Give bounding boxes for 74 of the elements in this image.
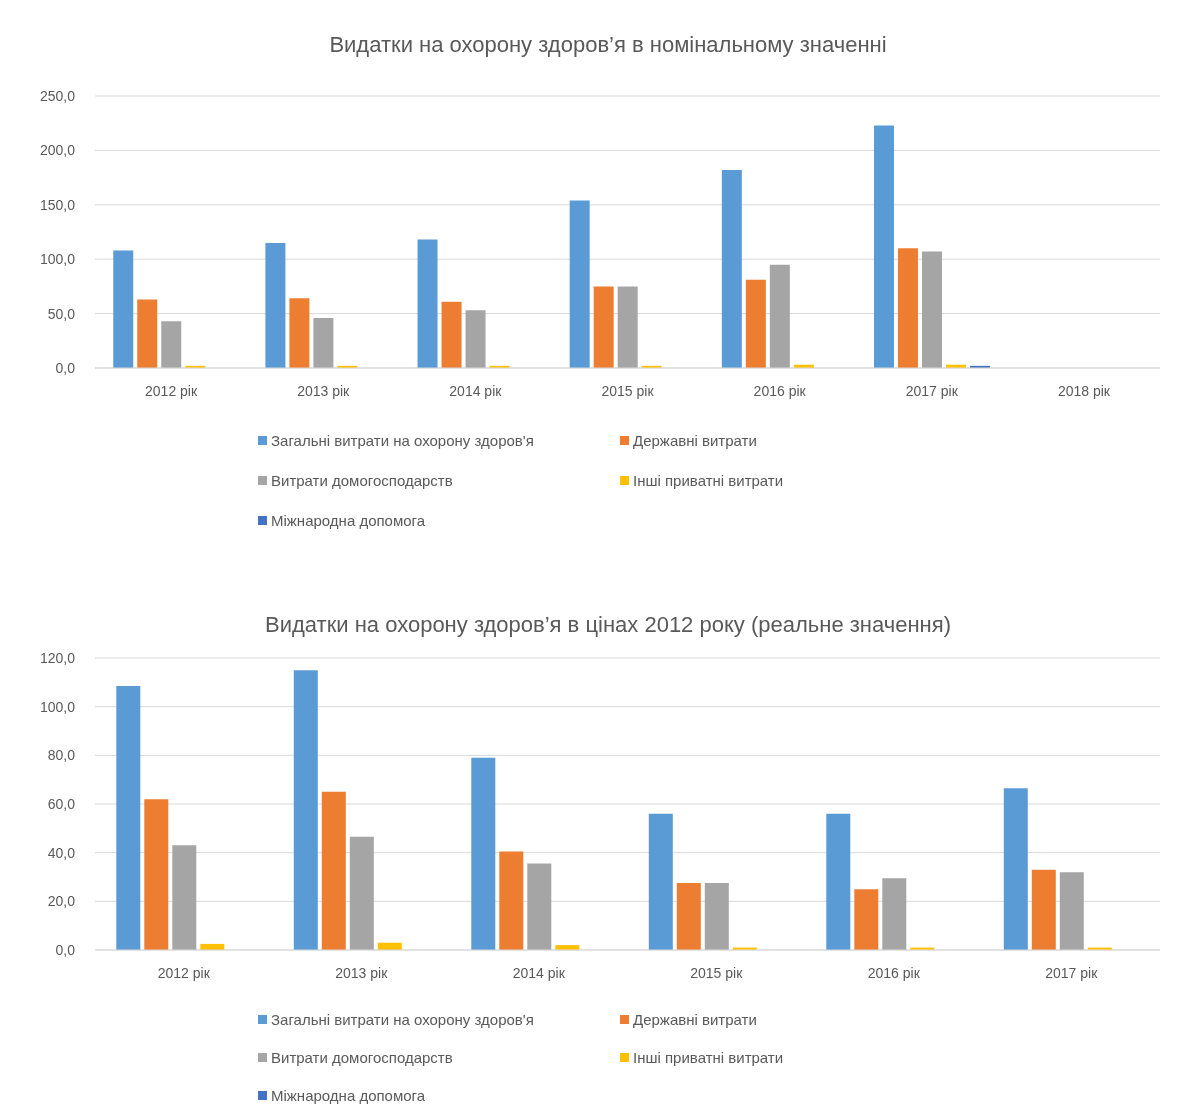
legend-label: Державні витрати	[633, 1010, 757, 1028]
y-tick-label: 60,0	[47, 795, 76, 812]
bar	[144, 799, 169, 950]
bar	[897, 248, 918, 368]
bar	[116, 685, 141, 950]
bar	[527, 863, 552, 950]
y-tick-label: 150,0	[39, 196, 76, 213]
bar	[593, 286, 614, 368]
y-tick-label: 40,0	[47, 844, 76, 861]
chart-title: Видатки на охорону здоров’я в цінах 2012 року (реальне значення)	[264, 611, 952, 639]
bar	[704, 883, 729, 950]
bar	[854, 889, 879, 950]
bar	[417, 239, 438, 368]
bar	[921, 251, 942, 368]
bar	[113, 250, 134, 368]
bar	[826, 813, 851, 950]
bar	[648, 813, 673, 950]
bar	[882, 878, 907, 950]
y-tick-label: 200,0	[39, 142, 76, 159]
bar	[172, 845, 197, 950]
legend-label: Витрати домогосподарств	[271, 1048, 453, 1066]
y-tick-label: 50,0	[47, 305, 76, 322]
bar	[499, 851, 524, 950]
x-tick-label: 2013 рік	[297, 382, 351, 399]
x-tick-label: 2012 рік	[145, 382, 198, 399]
legend-label: Загальні витрати на охорону здоров'я	[271, 431, 534, 449]
bar	[745, 279, 766, 368]
y-tick-label: 0,0	[55, 941, 76, 958]
bar	[1059, 872, 1084, 950]
bar	[441, 301, 462, 368]
chart-title: Видатки на охорону здоров’я в номінальному значенні	[328, 31, 888, 59]
bar	[293, 670, 318, 950]
x-tick-label: 2016 рік	[867, 964, 921, 981]
bar	[137, 299, 158, 368]
bar	[1003, 788, 1028, 950]
bar	[321, 791, 346, 950]
legend-label: Загальні витрати на охорону здоров'я	[271, 1010, 534, 1028]
x-tick-label: 2014 рік	[512, 964, 566, 981]
bar	[617, 286, 638, 368]
x-tick-label: 2017 рік	[1045, 964, 1099, 981]
bar	[1031, 869, 1056, 950]
bar	[313, 317, 334, 368]
y-tick-label: 80,0	[47, 747, 76, 764]
legend-label: Інші приватні витрати	[633, 1048, 784, 1066]
x-tick-label: 2017 рік	[905, 382, 959, 399]
bar	[873, 125, 894, 368]
legend-label: Державні витрати	[633, 431, 757, 449]
legend-label: Міжнародна допомога	[271, 511, 426, 529]
x-tick-label: 2015 рік	[690, 964, 744, 981]
bar	[349, 836, 374, 950]
bar	[471, 757, 496, 950]
legend-label: Витрати домогосподарств	[271, 471, 453, 489]
x-tick-label: 2013 рік	[335, 964, 389, 981]
bar	[161, 321, 182, 368]
x-tick-label: 2012 рік	[157, 964, 211, 981]
x-tick-label: 2018 рік	[1057, 382, 1111, 399]
legend-label: Інші приватні витрати	[633, 471, 784, 489]
bar	[676, 883, 701, 950]
x-tick-label: 2016 рік	[753, 382, 807, 399]
bar	[569, 200, 590, 368]
x-tick-label: 2014 рік	[449, 382, 503, 399]
bar	[289, 298, 310, 368]
y-tick-label: 0,0	[55, 359, 76, 376]
bar	[265, 242, 286, 368]
y-tick-label: 20,0	[47, 893, 76, 910]
y-tick-label: 100,0	[39, 698, 76, 715]
y-tick-label: 250,0	[39, 87, 76, 104]
legend-label: Міжнародна допомога	[271, 1086, 426, 1104]
y-tick-label: 100,0	[39, 251, 76, 268]
bar	[769, 264, 790, 368]
x-tick-label: 2015 рік	[601, 382, 655, 399]
y-tick-label: 120,0	[39, 649, 76, 666]
bar	[465, 310, 486, 368]
bar	[721, 169, 742, 368]
